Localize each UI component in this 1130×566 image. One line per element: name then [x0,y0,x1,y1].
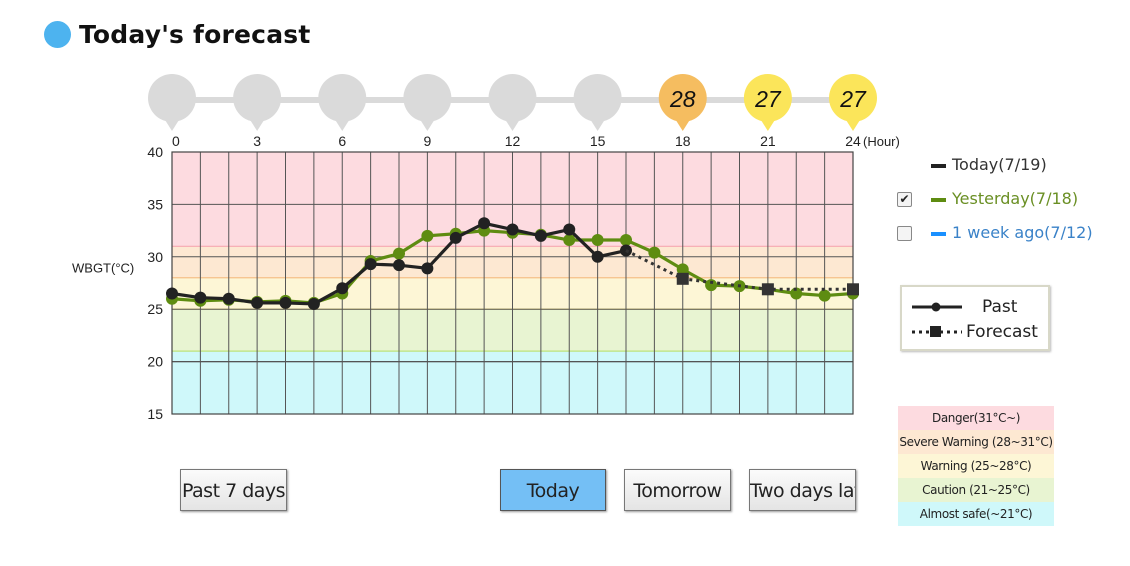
data-point [166,287,178,300]
forecast-marker [573,74,622,122]
wbgt-chart: 15 20 25 30 35 40 WBGT(°C) 0 3 6 9 12 15 18 21 24 (Hour)… [72,74,900,422]
data-point [393,247,405,260]
past-label: Past [982,297,1018,317]
past-forecast-symbols [912,302,962,337]
zone-legend: Danger(31°C~) Severe Warning (28~31°C) W… [898,406,1054,526]
x-tick-label: 18 [675,133,691,149]
legend-today-swatch [931,164,946,168]
data-point [251,296,264,309]
forecast-marker [403,74,452,122]
y-tick-label: 15 [147,406,163,422]
data-point [364,258,377,271]
tomorrow-button[interactable]: Tomorrow [624,469,731,511]
legend-today: Today(7/19) [895,150,1115,184]
data-point [222,292,235,305]
legend-week-ago: 1 week ago(7/12) [895,218,1115,252]
x-tick-label: 3 [253,133,261,149]
forecast-marker-value: 27 [839,86,867,112]
data-point [534,229,547,242]
data-point [506,223,519,236]
data-point [478,217,491,230]
forecast-point [676,272,689,285]
legend-week-ago-checkbox[interactable] [897,226,912,241]
today-button[interactable]: Today [500,469,606,511]
x-tick-label: 15 [590,133,606,149]
data-point [620,234,632,247]
data-point [307,297,320,310]
data-point [449,231,462,244]
y-tick-label: 30 [147,249,163,265]
data-point [194,291,207,304]
forecast-marker [233,74,282,122]
forecast-marker [743,74,792,122]
forecast-marker [148,74,196,122]
y-tick-label: 35 [147,196,163,212]
legend-yesterday: ✔ Yesterday(7/18) [895,184,1115,218]
data-point [648,246,661,259]
legend-yesterday-label: Yesterday(7/18) [952,189,1079,208]
data-point [563,234,576,247]
past-forecast-legend: Past Forecast [900,285,1050,351]
y-axis-label: WBGT(°C) [72,260,134,275]
data-point [591,234,604,247]
zone-danger: Danger(31°C~) [898,406,1054,430]
zone-caution: Caution (21~25°C) [898,478,1054,502]
page-title: Today's forecast [79,19,311,49]
forecast-marker [658,74,707,122]
forecast-marker [318,74,367,122]
forecast-marker-value: 28 [669,86,696,112]
y-tick-label: 20 [147,354,163,370]
data-point [705,279,718,292]
forecast-point [761,283,774,296]
series-legend: Today(7/19) ✔ Yesterday(7/18) 1 week ago… [895,150,1115,252]
page-header: Today's forecast [44,16,311,52]
data-point [676,263,689,276]
data-point [393,259,405,272]
zone-almost-safe: Almost safe(~21°C) [898,502,1054,526]
forecast-label: Forecast [966,322,1038,342]
two-days-later-button[interactable]: Two days later [749,469,856,511]
data-point [790,287,803,300]
data-point [421,229,434,242]
x-axis-label: (Hour) [863,134,900,149]
x-tick-label: 6 [338,133,346,149]
legend-yesterday-swatch [931,198,946,202]
past-7-days-button[interactable]: Past 7 days [180,469,287,511]
y-tick-label: 25 [147,301,163,317]
forecast-point [847,283,859,296]
x-tick-label: 9 [423,133,431,149]
zone-warning: Warning (25~28°C) [898,454,1054,478]
x-tick-label: 0 [172,133,180,149]
data-point [421,262,434,275]
y-tick-label: 40 [147,144,163,160]
x-tick-label: 24 [845,133,861,149]
zone-severe-warning: Severe Warning (28~31°C) [898,430,1054,454]
data-point [279,296,292,309]
legend-today-label: Today(7/19) [952,155,1047,174]
forecast-marker-value: 27 [754,86,782,112]
forecast-marker [488,74,537,122]
data-point [336,282,349,295]
title-bullet-icon [44,20,71,48]
data-point [818,289,831,302]
data-point [591,250,604,263]
forecast-marker [829,74,877,122]
legend-yesterday-checkbox[interactable]: ✔ [897,192,912,207]
legend-week-ago-label: 1 week ago(7/12) [952,223,1093,242]
series-line-Forecast [625,249,853,291]
legend-week-ago-swatch [931,232,946,236]
x-tick-label: 12 [505,133,521,149]
data-point [563,223,576,236]
x-tick-label: 21 [760,133,776,149]
plot-border [171,151,854,415]
